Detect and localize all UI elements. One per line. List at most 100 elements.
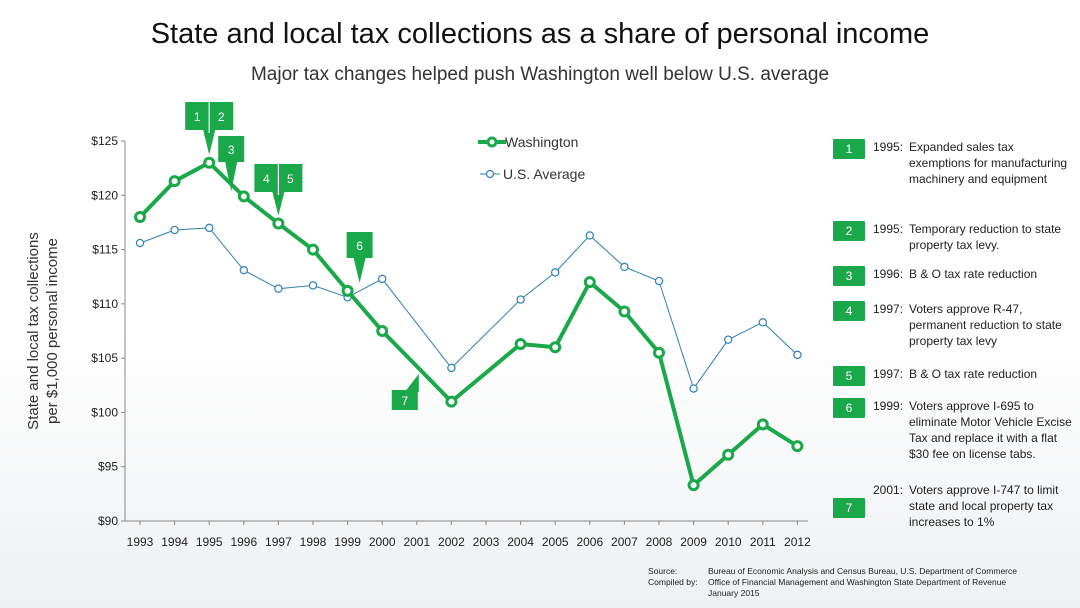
callout-1-2-pointer <box>203 130 216 155</box>
callout-3-label: 3 <box>228 143 235 157</box>
washington-point <box>445 395 458 408</box>
annotation-badge: 7 <box>833 498 865 518</box>
x-tick-label: 1999 <box>334 535 361 549</box>
legend-washington-label: Washington <box>505 134 578 150</box>
us-average-point <box>654 276 664 286</box>
legend-us-marker <box>485 169 495 179</box>
annotation-4: 4 1997: Voters approve R-47, permanent r… <box>833 301 1078 349</box>
us-average-point <box>516 295 525 304</box>
callout-4-5-label: 5 <box>287 172 294 186</box>
annotation-year: 1995: <box>873 222 904 236</box>
y-tick-label: $115 <box>92 243 118 257</box>
washington-point <box>791 440 804 453</box>
x-tick-label: 2003 <box>473 535 500 549</box>
x-tick-label: 2006 <box>576 535 603 549</box>
x-tick-label: 1995 <box>196 535 223 549</box>
washington-point <box>376 325 389 337</box>
x-tick-label: 2009 <box>680 535 707 549</box>
x-tick-label: 2001 <box>403 535 430 549</box>
annotation-badge: 2 <box>833 221 865 241</box>
callout-7-pointer <box>404 374 419 392</box>
annotation-year: 1995: <box>873 140 904 154</box>
annotation-year: 2001: <box>873 483 904 497</box>
us-average-point <box>447 363 456 373</box>
us-average-point <box>724 335 733 344</box>
annotation-3: 3 1996: B & O tax rate reduction <box>833 266 1078 286</box>
y-axis-label: State and local tax collections <box>25 232 42 430</box>
y-axis-label: per $1,000 personal income <box>44 238 61 424</box>
chart-title: State and local tax collections as a sha… <box>150 18 930 50</box>
footer-date: January 2015 <box>708 588 760 598</box>
annotation-text: Voters approve I-747 to limit state and … <box>909 483 1059 529</box>
x-tick-label: 1993 <box>127 535 154 549</box>
x-tick-label: 2000 <box>369 535 396 549</box>
annotation-5: 5 1997: B & O tax rate reduction <box>833 366 1078 386</box>
washington-line <box>138 160 799 488</box>
washington-point <box>549 341 562 354</box>
source-label: Source: <box>648 566 678 576</box>
y-tick-label: $110 <box>92 297 118 311</box>
us-average-point <box>585 231 595 240</box>
us-average-point <box>204 223 214 233</box>
y-tick-label: $100 <box>91 405 118 419</box>
annotation-text: Voters approve R-47, permanent reduction… <box>909 302 1062 348</box>
callout-6-pointer <box>353 258 366 283</box>
x-tick-label: 2012 <box>784 535 811 549</box>
x-tick-label: 2008 <box>646 535 673 549</box>
callout-4-5-pointer <box>272 192 285 216</box>
annotation-year: 1997: <box>873 302 904 316</box>
us-average-point <box>274 284 283 293</box>
annotation-year: 1999: <box>873 399 904 413</box>
annotation-year: 1997: <box>873 367 904 381</box>
callout-3-box <box>218 136 245 162</box>
annotation-1: 1 1995: Expanded sales tax exemptions fo… <box>833 139 1078 187</box>
washington-point <box>618 305 631 318</box>
source-text: Bureau of Economic Analysis and Census B… <box>708 566 1017 576</box>
x-tick-label: 1998 <box>300 535 327 549</box>
washington-point <box>722 448 735 461</box>
callout-4-5-label: 4 <box>263 172 270 186</box>
washington-point <box>134 211 146 223</box>
us-average-point <box>239 266 248 275</box>
callout-1-2-label: 1 <box>194 110 201 124</box>
legend-us-label: U.S. Average <box>503 166 585 182</box>
us-average-point <box>170 225 179 235</box>
us-average-point <box>620 262 629 272</box>
washington-point <box>203 156 216 169</box>
callout-7-box <box>391 390 418 410</box>
x-tick-label: 1996 <box>230 535 257 549</box>
washington-point <box>653 346 665 359</box>
annotation-badge: 5 <box>833 366 865 386</box>
annotation-badge: 4 <box>833 301 865 321</box>
annotation-text: B & O tax rate reduction <box>909 267 1038 281</box>
y-tick-label: $120 <box>91 188 118 202</box>
annotation-badge: 1 <box>833 139 865 159</box>
callout-7-label: 7 <box>401 394 408 408</box>
y-tick-label: $125 <box>91 134 118 148</box>
annotation-2: 2 1995: Temporary reduction to state pro… <box>833 221 1078 253</box>
callout-6-box <box>346 232 373 258</box>
compiled-label: Compiled by: <box>648 577 698 587</box>
x-tick-label: 2004 <box>507 535 534 549</box>
annotation-7: 7 2001: Voters approve I-747 to limit st… <box>833 482 1078 530</box>
x-tick-label: 2011 <box>750 535 776 549</box>
washington-point <box>583 276 596 289</box>
y-tick-label: $90 <box>98 514 118 528</box>
legend-washington-marker <box>486 136 498 148</box>
washington-point <box>756 418 769 431</box>
us-average-point <box>793 350 802 360</box>
washington-point <box>237 190 250 203</box>
callout-3-pointer <box>225 162 238 192</box>
x-tick-label: 2005 <box>542 535 569 549</box>
annotation-6: 6 1999: Voters approve I-695 to eliminat… <box>833 398 1078 462</box>
compiled-text: Office of Financial Management and Washi… <box>708 577 1007 587</box>
source-footer: Source: Bureau of Economic Analysis and C… <box>648 566 1017 599</box>
us-average-point <box>689 384 698 393</box>
washington-point <box>168 175 181 188</box>
x-tick-label: 1997 <box>265 535 292 549</box>
x-tick-label: 2010 <box>715 535 742 549</box>
y-tick-label: $105 <box>91 351 118 365</box>
us-average-point <box>135 238 145 248</box>
x-tick-label: 2002 <box>438 535 465 549</box>
